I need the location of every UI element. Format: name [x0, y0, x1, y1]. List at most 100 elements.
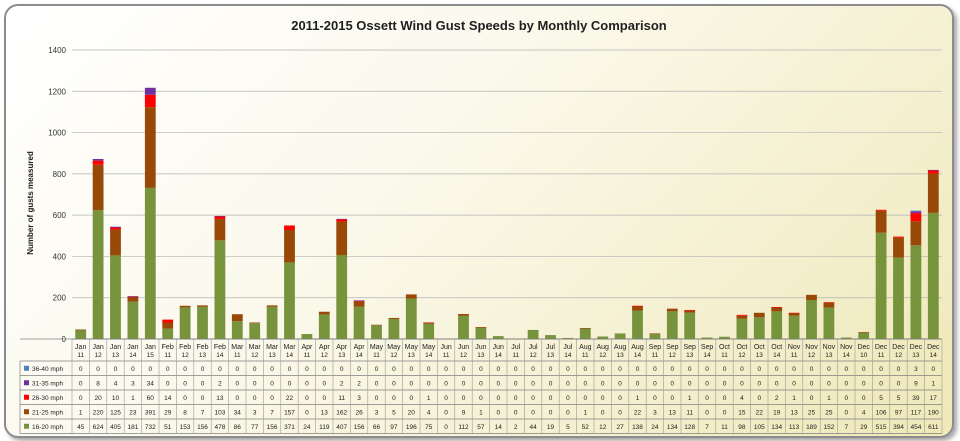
x-tick-label: 11 [443, 352, 450, 359]
x-tick-label: 14 [355, 352, 363, 359]
table-cell: 0 [931, 366, 935, 373]
x-tick-label: 14 [703, 352, 711, 359]
data-table: 36-40 mph 0 0 0 0 0 0 0 0 0 0 0 0 0 0 0 0 0 0 0 0 0 0 0 0 0 0 0 0 0 0 0… [19, 338, 943, 434]
table-cell: 39 [912, 395, 920, 402]
x-tick-label: Sep [649, 344, 662, 351]
table-cell: 0 [618, 395, 622, 402]
table-cell: 11 [686, 409, 693, 416]
table-cell: 0 [409, 395, 413, 402]
table-cell: 0 [653, 366, 657, 373]
table-cell: 0 [653, 380, 657, 387]
bar-segment [753, 317, 765, 339]
bar-segment [388, 317, 400, 319]
bar-segment [75, 329, 87, 331]
legend-entry: 36-40 mph [32, 366, 63, 373]
table-cell: 0 [427, 366, 431, 373]
x-tick-label: 14 [930, 352, 938, 359]
table-cell: 156 [267, 424, 278, 431]
table-cell: 0 [79, 380, 83, 387]
table-cell: 24 [651, 424, 659, 431]
table-cell: 0 [792, 380, 796, 387]
table-cell: 11 [721, 424, 728, 431]
table-cell: 0 [723, 395, 727, 402]
bar-segment [475, 327, 487, 328]
bar-segment [736, 318, 748, 339]
bar-segment [927, 169, 939, 171]
bar-segment [893, 236, 904, 238]
table-cell: 454 [910, 424, 921, 431]
bar-segment [684, 310, 696, 313]
bar-segment [910, 210, 922, 212]
table-cell: 1 [931, 380, 935, 387]
bar-segment [823, 302, 835, 303]
bar-segment [301, 334, 313, 339]
table-cell: 0 [479, 380, 483, 387]
x-tick-label: Aug [579, 344, 592, 351]
bar-segment [127, 296, 139, 297]
table-cell: 0 [322, 366, 326, 373]
y-tick-label: 800 [53, 170, 67, 179]
table-cell: 0 [705, 409, 709, 416]
x-tick-label: 12 [94, 352, 102, 359]
x-tick-label: 11 [304, 352, 311, 359]
bar-segment [858, 332, 870, 334]
x-tick-label: 12 [808, 352, 816, 359]
table-cell: 5 [566, 424, 570, 431]
bar-segment [214, 240, 226, 339]
bar-segment [753, 312, 765, 318]
bar-segment [318, 314, 330, 339]
table-cell: 0 [688, 380, 692, 387]
table-cell: 117 [911, 409, 922, 416]
x-tick-label: Sep [701, 344, 714, 351]
bar-segment [284, 225, 295, 231]
bar-segment [75, 329, 87, 339]
bar-segment [197, 306, 208, 339]
table-cell: 0 [427, 380, 431, 387]
legend-entry: 31-35 mph [32, 380, 63, 387]
table-cell: 0 [844, 380, 848, 387]
table-cell: 189 [806, 424, 817, 431]
bar-segment [179, 305, 191, 308]
x-tick-label: Nov [823, 344, 836, 351]
table-cell: 190 [928, 409, 939, 416]
x-tick-label: 14 [564, 352, 572, 359]
y-tick-label: 0 [62, 335, 67, 344]
table-cell: 0 [201, 366, 205, 373]
table-cell: 0 [514, 409, 518, 416]
y-tick-label: 1000 [48, 129, 66, 138]
bar-segment [910, 213, 922, 222]
bar-segment [179, 307, 191, 339]
bar-segment [579, 328, 591, 329]
x-tick-label: Jul [529, 344, 538, 351]
bar-segment [405, 298, 417, 339]
legend-key [24, 423, 29, 429]
table-cell: 0 [114, 366, 118, 373]
x-tick-label: Feb [162, 344, 174, 351]
bar-segment [771, 307, 783, 312]
x-tick-label: Sep [683, 344, 696, 351]
table-cell: 0 [618, 409, 622, 416]
table-cell: 0 [270, 366, 274, 373]
table-cell: 220 [93, 409, 104, 416]
x-tick-label: Mar [266, 344, 279, 351]
bar-segment [806, 294, 817, 300]
table-cell: 4 [740, 395, 744, 402]
table-cell: 0 [201, 380, 205, 387]
bar-segment [110, 226, 121, 228]
bar-segment [893, 257, 904, 339]
table-cell: 14 [164, 395, 172, 402]
x-tick-label: 12 [390, 352, 398, 359]
table-cell: 3 [653, 409, 657, 416]
table-cell: 7 [844, 424, 848, 431]
table-cell: 0 [601, 409, 605, 416]
bar-segment [92, 164, 104, 211]
table-cell: 0 [375, 395, 379, 402]
table-cell: 0 [253, 395, 257, 402]
bar-segment [127, 296, 139, 298]
table-cell: 12 [599, 424, 607, 431]
table-cell: 0 [879, 366, 883, 373]
x-tick-label: Mar [249, 344, 262, 351]
x-tick-label: 12 [529, 352, 537, 359]
y-tick-label: 400 [53, 252, 67, 261]
x-tick-label: Jun [475, 344, 486, 351]
